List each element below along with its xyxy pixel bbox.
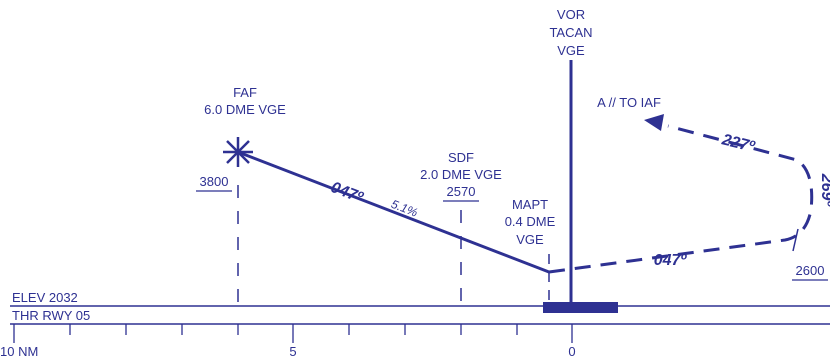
missed-approach-path xyxy=(548,124,814,274)
missed-approach-note: A // TO IAF xyxy=(597,95,661,110)
final-approach-path xyxy=(237,150,550,274)
sdf-title: SDF xyxy=(448,150,474,165)
missed-approach-hold-tick xyxy=(792,228,799,252)
faf-title: FAF xyxy=(233,85,257,100)
missed-approach-arrowhead-icon xyxy=(644,114,664,131)
mapt-navaid: VGE xyxy=(516,232,544,247)
navaid-label-line1: VOR xyxy=(557,7,585,22)
navaid-label-line2: TACAN xyxy=(549,25,592,40)
final-course-label: 047º xyxy=(328,179,366,207)
missed-leg1-course: 047º xyxy=(654,252,688,269)
scale-label-5: 5 xyxy=(289,344,296,359)
sdf-altitude: 2570 xyxy=(447,184,476,199)
faf-altitude: 3800 xyxy=(200,174,229,189)
navaid-label-line3: VGE xyxy=(557,43,585,58)
faf-dme: 6.0 DME VGE xyxy=(204,102,286,117)
runway-bar xyxy=(543,302,618,313)
mapt-dme: 0.4 DME xyxy=(505,214,556,229)
scale-label-10nm: 10 NM xyxy=(0,344,38,359)
threshold-label: THR RWY 05 xyxy=(12,308,90,323)
mapt-title: MAPT xyxy=(512,197,548,212)
scale-label-0: 0 xyxy=(568,344,575,359)
missed-leg3-course: 227º xyxy=(719,131,757,156)
missed-approach-altitude: 2600 xyxy=(796,263,825,278)
elevation-label: ELEV 2032 xyxy=(12,290,78,305)
faf-star-icon xyxy=(223,137,253,167)
missed-turn-course: 269º xyxy=(818,173,830,208)
distance-scale-ticks xyxy=(13,324,573,343)
sdf-dme: 2.0 DME VGE xyxy=(420,167,502,182)
